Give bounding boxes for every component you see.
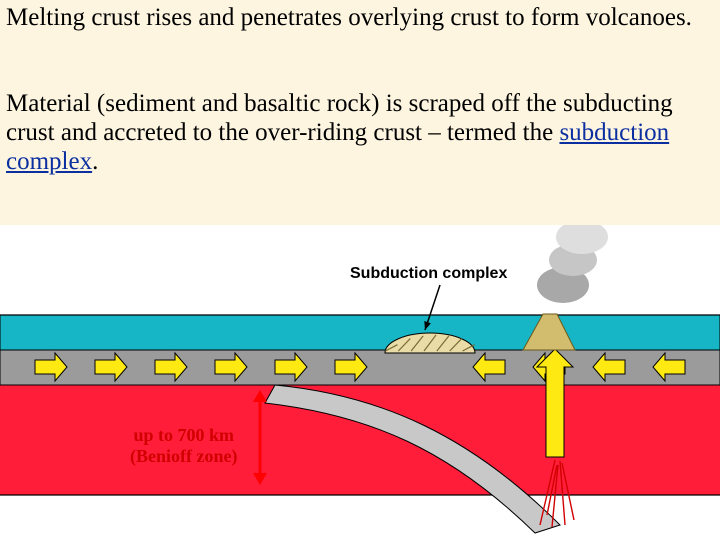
paragraph-2c: .	[92, 148, 98, 175]
label-benioff-depth: up to 700 km (Benioff zone)	[130, 425, 237, 466]
label-subduction-complex: Subduction complex	[350, 265, 507, 283]
label-depth-line1: up to 700 km	[133, 425, 234, 445]
paragraph-1: Melting crust rises and penetrates overl…	[0, 4, 712, 33]
label-depth-line2: (Benioff zone)	[130, 446, 237, 466]
subduction-diagram: Subduction complex up to 700 km (Benioff…	[0, 225, 720, 540]
label-subduction-complex-text: Subduction complex	[350, 265, 507, 282]
paragraph-1-text: Melting crust rises and penetrates overl…	[6, 4, 692, 31]
paragraph-2: Material (sediment and basaltic rock) is…	[0, 90, 718, 176]
